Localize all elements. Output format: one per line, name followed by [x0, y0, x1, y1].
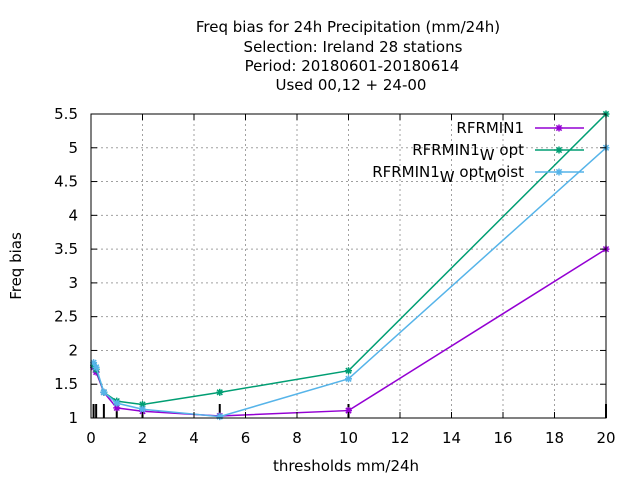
- title-line-2: Selection: Ireland 28 stations: [244, 38, 463, 56]
- x-tick-label: 2: [138, 429, 148, 447]
- title-line-3: Period: 20180601-20180614: [245, 57, 460, 75]
- x-tick-label: 6: [241, 429, 251, 447]
- legend-entry-3: RFRMIN1W optMoist: [372, 163, 584, 186]
- x-tick-label: 14: [442, 429, 461, 447]
- y-tick-label: 2.5: [54, 308, 78, 326]
- series-3-point: [92, 363, 100, 371]
- y-tick-label: 4.5: [54, 173, 78, 191]
- y-tick-label: 1: [68, 409, 78, 427]
- legend-label: RFRMIN1W opt: [412, 141, 524, 164]
- legend-marker: [555, 168, 563, 176]
- series-1-point: [345, 407, 352, 415]
- series-3-point: [216, 413, 224, 421]
- title-line-4: Used 00,12 + 24-00: [276, 76, 427, 94]
- legend-marker: [555, 146, 563, 154]
- x-tick-label: 12: [390, 429, 409, 447]
- series-3-point: [345, 375, 352, 383]
- data-series: [90, 110, 610, 421]
- chart-title: Freq bias for 24h Precipitation (mm/24h)…: [196, 18, 500, 94]
- series-2-point: [216, 388, 224, 396]
- legend-entry-2: RFRMIN1W opt: [412, 141, 584, 164]
- y-axis-label: Freq bias: [7, 232, 25, 300]
- series-1-line: [92, 248, 607, 417]
- legend-label: RFRMIN1W optMoist: [372, 163, 524, 186]
- legend-entry-1: RFRMIN1: [456, 119, 584, 137]
- y-tick-label: 5.5: [54, 105, 78, 123]
- y-tick-label: 2: [68, 341, 78, 359]
- series-2: [90, 110, 610, 408]
- y-tick-label: 3.5: [54, 240, 78, 258]
- axis-ticks: [90, 113, 607, 419]
- tick-labels: 0 2 4 6 8 10 12 14 16 18 20 1 1.5 2 2.5 3 3.5 4 4.5 5 5.5: [54, 105, 615, 447]
- series-1-point: [113, 404, 121, 412]
- series-3: [90, 144, 610, 421]
- y-tick-label: 4: [68, 206, 78, 224]
- series-2-line: [92, 113, 607, 406]
- x-tick-label: 10: [339, 429, 358, 447]
- x-tick-label: 18: [545, 429, 564, 447]
- x-axis-label: thresholds mm/24h: [273, 457, 419, 475]
- series-3-point: [139, 405, 146, 413]
- y-tick-label: 5: [68, 139, 78, 157]
- series-1: [90, 245, 610, 420]
- series-3-line: [92, 147, 607, 418]
- x-tick-label: 4: [189, 429, 199, 447]
- x-tick-label: 20: [596, 429, 615, 447]
- series-3-point: [113, 399, 121, 407]
- legend-marker: [555, 124, 563, 132]
- title-line-1: Freq bias for 24h Precipitation (mm/24h): [196, 18, 500, 36]
- series-3-point: [100, 388, 108, 396]
- series-2-point: [345, 367, 352, 375]
- x-tick-label: 0: [86, 429, 96, 447]
- x-tick-label: 16: [493, 429, 512, 447]
- x-tick-label: 8: [292, 429, 302, 447]
- y-tick-label: 3: [68, 274, 78, 292]
- y-tick-label: 1.5: [54, 375, 78, 393]
- legend-label: RFRMIN1: [456, 119, 524, 137]
